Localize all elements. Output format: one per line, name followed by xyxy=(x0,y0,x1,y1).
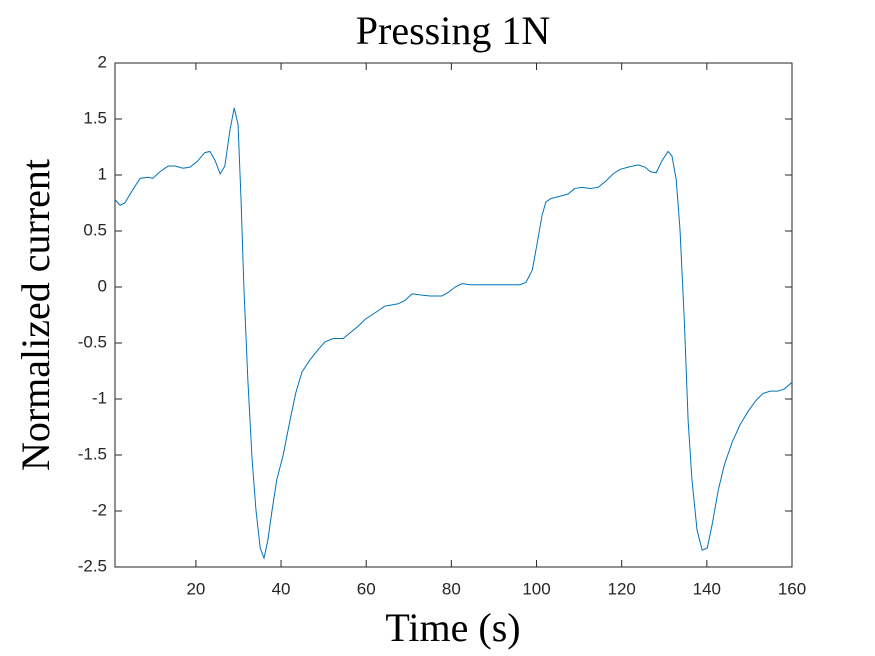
x-tick-label: 20 xyxy=(186,579,205,598)
y-tick-label: -0.5 xyxy=(78,332,107,351)
x-tick-label: 80 xyxy=(442,579,461,598)
x-axis-label: Time (s) xyxy=(385,605,520,650)
x-tick-label: 140 xyxy=(693,579,721,598)
y-tick-label: -1 xyxy=(92,388,107,407)
x-tick-label: 160 xyxy=(778,579,806,598)
y-tick-label: 1 xyxy=(98,164,107,183)
y-tick-label: -2.5 xyxy=(78,556,107,575)
y-tick-label: -1.5 xyxy=(78,444,107,463)
x-tick-label: 100 xyxy=(522,579,550,598)
y-tick-label: 0.5 xyxy=(83,220,107,239)
y-tick-label: 2 xyxy=(98,52,107,71)
x-tick-label: 60 xyxy=(357,579,376,598)
x-tick-label: 40 xyxy=(272,579,291,598)
y-tick-label: 1.5 xyxy=(83,108,107,127)
data-line xyxy=(114,107,793,560)
x-tick-label: 120 xyxy=(607,579,635,598)
y-tick-label: 0 xyxy=(98,276,107,295)
y-tick-label: -2 xyxy=(92,500,107,519)
plot-area xyxy=(114,62,793,568)
chart-title: Pressing 1N xyxy=(356,8,550,53)
y-axis-label: Normalized current xyxy=(13,159,58,471)
